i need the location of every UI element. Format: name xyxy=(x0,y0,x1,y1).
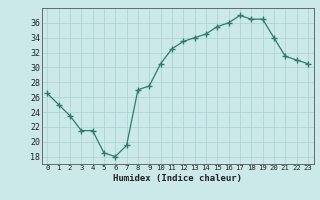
X-axis label: Humidex (Indice chaleur): Humidex (Indice chaleur) xyxy=(113,174,242,183)
